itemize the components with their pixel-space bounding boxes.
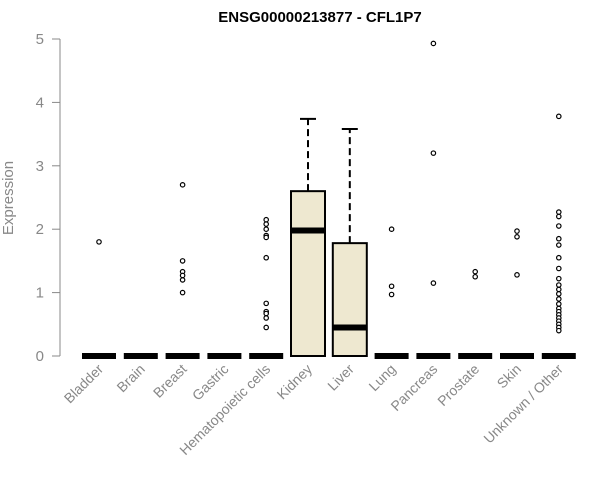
- x-tick-label: Prostate: [434, 361, 482, 409]
- outlier-point: [388, 291, 395, 298]
- outlier-point: [555, 275, 562, 282]
- outlier-point: [179, 272, 186, 279]
- outlier-point: [514, 228, 520, 234]
- box-1: [82, 239, 116, 359]
- outlier-point: [555, 265, 562, 272]
- outlier-point: [179, 182, 186, 188]
- x-tick-label: Liver: [324, 361, 357, 394]
- box-body: [331, 242, 368, 357]
- x-tick-label: Brain: [113, 361, 147, 395]
- outlier-point: [96, 239, 102, 245]
- outlier-point: [263, 310, 270, 317]
- outlier-point: [179, 289, 186, 296]
- chart-title: ENSG00000213877 - CFL1P7: [218, 9, 421, 26]
- outlier-point: [555, 286, 562, 293]
- box-11: [500, 228, 534, 359]
- y-tick-label: 1: [36, 285, 44, 302]
- x-tick-label: Unknown / Other: [480, 361, 566, 447]
- x-tick-label: Lung: [365, 361, 398, 394]
- outlier-point: [179, 258, 186, 264]
- boxes-layer: [82, 40, 576, 359]
- outlier-point: [555, 282, 562, 288]
- box-10: [458, 268, 493, 359]
- box-9: [416, 40, 451, 359]
- outlier-point: [472, 268, 479, 275]
- outlier-point: [555, 301, 562, 307]
- x-tick-label: Skin: [494, 361, 525, 392]
- outlier-point: [263, 221, 270, 227]
- y-tick-label: 3: [36, 158, 44, 175]
- outlier-point: [263, 234, 270, 241]
- outlier-point: [555, 242, 562, 248]
- outlier-point: [388, 283, 395, 290]
- box-5: [249, 216, 284, 359]
- outlier-point: [430, 280, 437, 286]
- outlier-point: [179, 277, 186, 283]
- box-body: [290, 190, 326, 357]
- outlier-point: [472, 273, 479, 280]
- outlier-point: [430, 40, 437, 47]
- outlier-point: [388, 226, 395, 233]
- outlier-point: [555, 327, 562, 334]
- box-6: [290, 117, 326, 357]
- outlier-point: [514, 272, 520, 278]
- outlier-point: [263, 315, 270, 321]
- x-tick-label: Kidney: [274, 361, 316, 403]
- box-3: [165, 182, 200, 359]
- y-tick-label: 0: [36, 348, 44, 365]
- outlier-point: [263, 254, 270, 261]
- box-7: [331, 128, 368, 357]
- y-axis: 0 1 2 3 4 5: [36, 31, 61, 365]
- x-tick-label: Breast: [150, 361, 190, 401]
- outlier-point: [263, 216, 270, 223]
- outlier-point: [555, 113, 562, 120]
- outlier-point: [555, 213, 562, 220]
- outlier-point: [263, 324, 270, 331]
- outlier-point: [263, 226, 270, 233]
- y-tick-label: 4: [36, 94, 44, 111]
- outlier-point: [555, 235, 562, 242]
- outlier-point: [514, 234, 520, 240]
- outlier-point: [263, 300, 270, 307]
- outlier-point: [555, 254, 562, 261]
- outlier-point: [555, 296, 562, 302]
- outlier-point: [430, 150, 437, 156]
- box-12: [541, 113, 576, 359]
- outlier-point: [555, 223, 562, 229]
- outlier-point: [555, 291, 562, 297]
- y-tick-label: 5: [36, 31, 44, 48]
- y-axis-label: Expression: [0, 161, 17, 235]
- box-8: [374, 226, 409, 359]
- y-tick-label: 2: [36, 221, 44, 238]
- outlier-point: [555, 209, 562, 215]
- x-tick-label: Bladder: [61, 361, 107, 407]
